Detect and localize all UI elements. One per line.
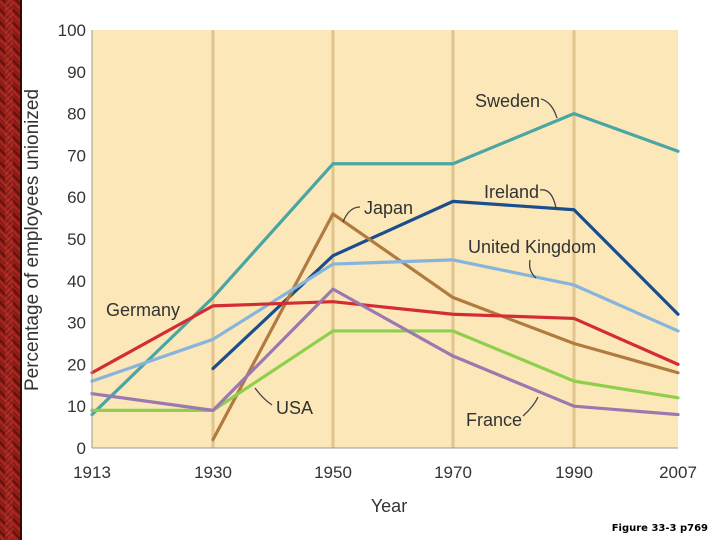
figure-caption: Figure 33-3 p769 bbox=[611, 523, 708, 534]
plot-area bbox=[92, 30, 678, 448]
series-line-usa bbox=[90, 329, 680, 412]
y-tick-label: 100 bbox=[58, 21, 86, 40]
series-line-france bbox=[90, 287, 680, 417]
y-tick-label: 60 bbox=[67, 188, 86, 207]
y-tick-label: 30 bbox=[67, 314, 86, 333]
x-tick-label: 1990 bbox=[555, 463, 593, 482]
y-tick-label: 0 bbox=[77, 439, 86, 458]
series-line-ireland bbox=[211, 199, 680, 371]
grid-lines bbox=[211, 30, 576, 448]
annotation-sweden: Sweden bbox=[475, 91, 540, 111]
y-tick-label: 20 bbox=[67, 355, 86, 374]
series-lines bbox=[90, 111, 680, 442]
x-tick-label: 1930 bbox=[194, 463, 232, 482]
x-tick-label: 1913 bbox=[73, 463, 111, 482]
leader-line-japan bbox=[342, 206, 361, 223]
leader-line-sweden bbox=[540, 98, 558, 119]
leader-line-ireland bbox=[539, 189, 557, 209]
y-tick-label: 90 bbox=[67, 63, 86, 82]
y-tick-label: 70 bbox=[67, 146, 86, 165]
annotations: Sweden Ireland Japan United Kingdom Germany U… bbox=[106, 91, 596, 430]
y-tick-label: 40 bbox=[67, 272, 86, 291]
leader-line-usa bbox=[254, 387, 273, 406]
annotation-france: France bbox=[466, 410, 522, 430]
annotation-usa: USA bbox=[276, 398, 313, 418]
annotation-japan: Japan bbox=[364, 198, 413, 218]
y-tick-label: 10 bbox=[67, 397, 86, 416]
annotation-germany: Germany bbox=[106, 300, 180, 320]
x-tick-label: 1950 bbox=[314, 463, 352, 482]
y-tick-label: 80 bbox=[67, 105, 86, 124]
x-axis-label: Year bbox=[371, 496, 407, 516]
annotation-ireland: Ireland bbox=[484, 182, 539, 202]
series-line-united-kingdom bbox=[90, 258, 680, 383]
leader-line-france bbox=[522, 396, 539, 417]
x-tick-label: 1970 bbox=[434, 463, 472, 482]
series-line-germany bbox=[90, 300, 680, 375]
leader-line-united-kingdom bbox=[528, 259, 537, 279]
axes: 0 10 20 30 40 50 60 70 80 90 100 1913 1930 1950 1970 19… bbox=[58, 21, 697, 482]
decorative-border bbox=[0, 0, 22, 540]
y-axis-label: Percentage of employees unionized bbox=[22, 89, 43, 391]
y-tick-label: 50 bbox=[67, 230, 86, 249]
annotation-united-kingdom: United Kingdom bbox=[468, 237, 596, 257]
x-tick-label: 2007 bbox=[659, 463, 697, 482]
